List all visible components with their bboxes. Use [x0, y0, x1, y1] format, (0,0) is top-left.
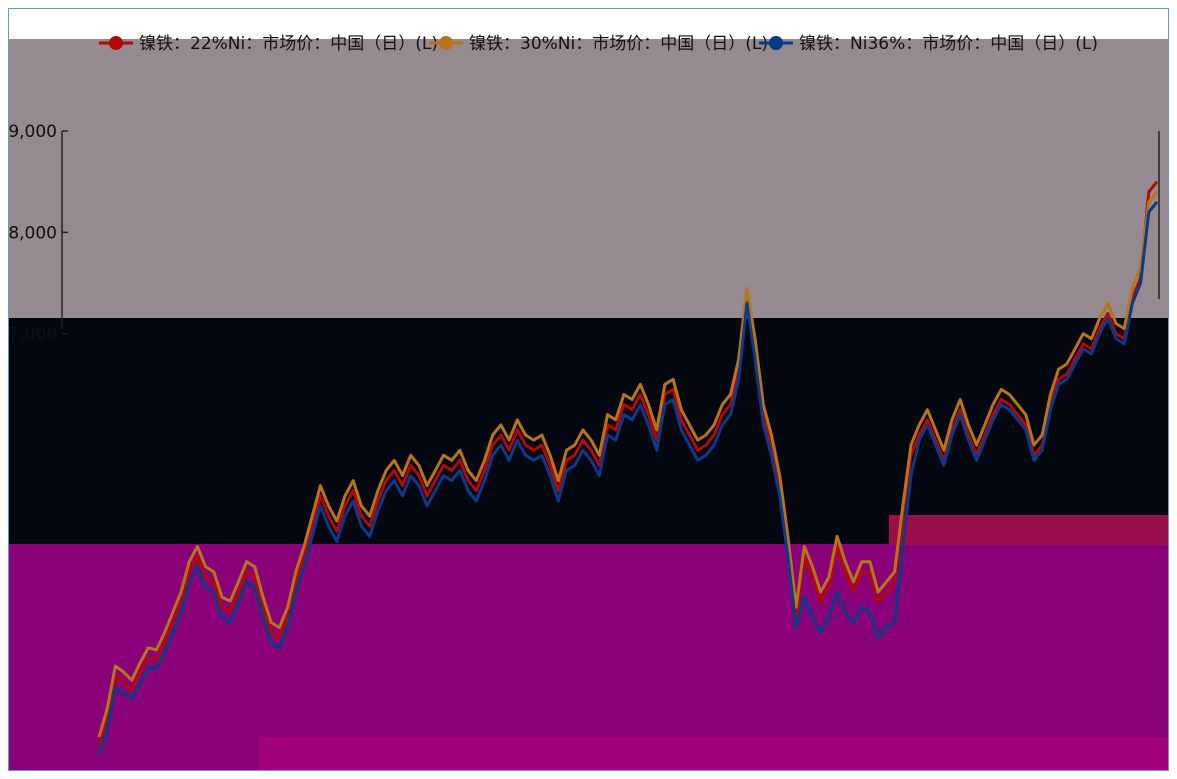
bottom-strip: [259, 737, 1168, 770]
series-line-2: [97, 200, 1159, 755]
legend-marker: [109, 36, 123, 50]
dark-band: [9, 318, 1168, 544]
line-chart: 9,000 8,000 7,000 镍铁：22%Ni：市场价：中国（日）(L) 镍铁：…: [9, 9, 1168, 770]
y-tick-label: 7,000: [9, 325, 57, 345]
y-tick-label: 8,000: [9, 223, 57, 243]
chart-frame: 9,000 8,000 7,000 镍铁：22%Ni：市场价：中国（日）(L) 镍铁：…: [8, 8, 1169, 771]
top-strip: [9, 9, 1168, 39]
crimson-band-right: [889, 515, 1168, 545]
legend-label: 镍铁：Ni36%：市场价：中国（日）(L): [799, 34, 1098, 54]
legend-marker: [439, 36, 453, 50]
y-tick-label: 9,000: [9, 122, 57, 142]
legend-label: 镍铁：22%Ni：市场价：中国（日）(L): [139, 34, 438, 54]
series-line-1: [97, 190, 1159, 738]
series-line-0: [97, 180, 1159, 748]
legend-label: 镍铁：30%Ni：市场价：中国（日）(L): [469, 34, 768, 54]
legend-marker: [769, 36, 783, 50]
magenta-band: [9, 544, 1168, 770]
